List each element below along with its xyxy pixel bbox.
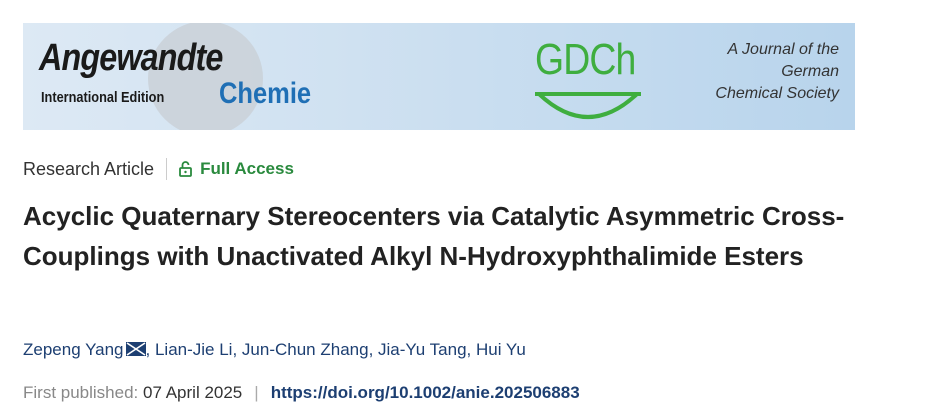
- gdch-logo: GDCh: [535, 35, 636, 84]
- author-link[interactable]: Lian-Jie Li: [154, 340, 233, 359]
- unlock-icon: [179, 161, 192, 177]
- author-link[interactable]: Jia-Yu Tang: [378, 340, 467, 359]
- chemie-label: Chemie: [219, 77, 312, 110]
- article-meta: Research Article Full Access: [23, 158, 294, 180]
- access-label: Full Access: [200, 159, 294, 178]
- article-title: Acyclic Quaternary Stereocenters via Cat…: [23, 201, 845, 271]
- society-line: A Journal of the: [727, 41, 839, 58]
- society-line: German: [781, 63, 839, 80]
- published-label: First published:: [23, 383, 139, 402]
- article-type: Research Article: [23, 158, 155, 179]
- journal-name: Angewandte: [39, 37, 223, 79]
- author-list: Zepeng Yang, Lian-Jie Li, Jun-Chun Zhang…: [23, 340, 526, 359]
- gdch-bowl-icon: [535, 92, 641, 119]
- published-date: 07 April 2025: [143, 383, 243, 402]
- author-link[interactable]: Jun-Chun Zhang: [241, 340, 369, 359]
- doi-link[interactable]: https://doi.org/10.1002/anie.202506883: [270, 383, 580, 402]
- banner-circle: [148, 23, 263, 130]
- journal-banner[interactable]: Angewandte International Edition Chemie …: [23, 23, 855, 130]
- access-badge: Full Access: [179, 159, 294, 179]
- divider: |: [254, 383, 259, 402]
- society-line: Chemical Society: [715, 85, 839, 102]
- email-icon[interactable]: [125, 342, 146, 356]
- society-text: A Journal of the German Chemical Society: [715, 39, 839, 105]
- divider: [166, 158, 168, 180]
- publication-info: First published: 07 April 2025 | https:/…: [23, 383, 580, 403]
- author-link[interactable]: Zepeng Yang: [23, 340, 124, 359]
- author-link[interactable]: Hui Yu: [476, 340, 526, 359]
- edition-label: International Edition: [41, 89, 165, 106]
